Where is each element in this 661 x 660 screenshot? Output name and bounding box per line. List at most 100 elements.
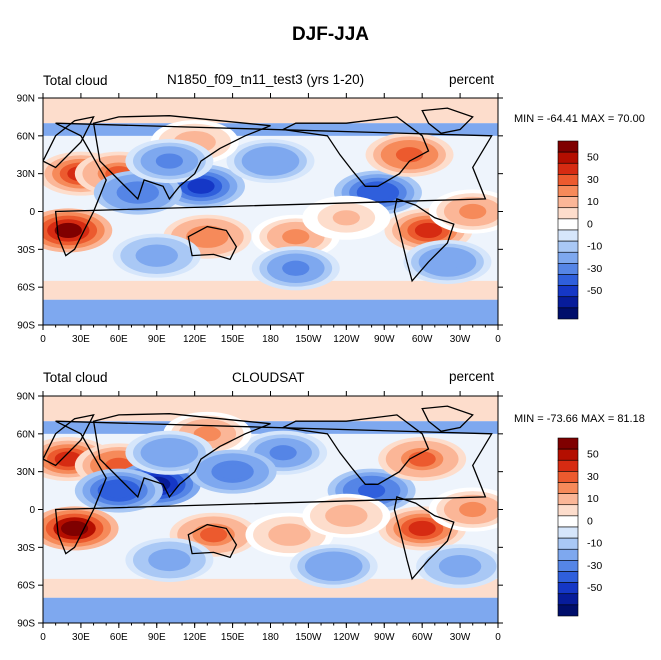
x-tick-label: 0 bbox=[40, 632, 46, 643]
x-tick-label: 60E bbox=[110, 632, 128, 643]
anomaly-cell bbox=[358, 482, 386, 499]
figure-title: DJF-JJA bbox=[291, 24, 370, 45]
colorbar-swatch bbox=[557, 229, 579, 242]
colorbar-swatch bbox=[557, 437, 579, 450]
panel1-center-label: N1850_f09_tn11_test3 (yrs 1-20) bbox=[167, 72, 365, 87]
coastline bbox=[43, 414, 95, 467]
y-tick-label: 0 bbox=[29, 505, 35, 516]
colorbar-label: -10 bbox=[587, 241, 602, 253]
colorbar-swatch bbox=[557, 448, 579, 461]
anomaly-cell bbox=[395, 147, 424, 163]
colorbar-swatch bbox=[557, 493, 579, 506]
colorbar-swatch bbox=[557, 582, 579, 595]
x-tick-label: 90W bbox=[374, 632, 395, 643]
panel1-minmax: MIN = -64.41 MAX = 70.00 bbox=[514, 113, 645, 125]
anomaly-cell bbox=[200, 527, 228, 543]
colorbar-swatch bbox=[557, 482, 579, 494]
coastline bbox=[43, 116, 95, 169]
x-tick-label: 180 bbox=[262, 632, 279, 643]
colorbar-swatch bbox=[557, 515, 579, 528]
colorbar-swatch bbox=[557, 185, 579, 197]
anomaly-cell bbox=[408, 451, 436, 467]
panel1-left-label: Total cloud bbox=[43, 73, 108, 88]
colorbar-swatch bbox=[557, 174, 579, 186]
y-tick-label: 30N bbox=[17, 169, 35, 180]
colorbar-swatch bbox=[557, 604, 579, 617]
map-panel-1: 0 30E 60E 90E 120E 150E 180 150W 120W 90W 60W 30W 09… bbox=[17, 93, 503, 345]
panel1-right-label: percent bbox=[449, 72, 495, 87]
colorbar-swatch bbox=[557, 504, 579, 517]
x-tick-label: 90W bbox=[374, 334, 395, 345]
x-tick-label: 30E bbox=[72, 632, 90, 643]
anomaly-cell bbox=[187, 178, 215, 194]
anomaly-cell bbox=[414, 222, 443, 239]
x-tick-label: 120E bbox=[183, 632, 207, 643]
coastline bbox=[280, 414, 430, 485]
colorbar-swatch bbox=[557, 151, 579, 164]
anomaly-cell bbox=[282, 260, 310, 276]
anomaly-cell bbox=[332, 508, 360, 524]
anomaly-cell bbox=[105, 482, 133, 499]
coastlines bbox=[43, 405, 493, 581]
x-tick-label: 150E bbox=[221, 334, 245, 345]
x-tick-label: 30W bbox=[450, 334, 471, 345]
anomaly-cell bbox=[193, 229, 221, 245]
anomaly-cell bbox=[364, 184, 392, 201]
panel2-right-label: percent bbox=[449, 369, 495, 384]
x-tick-label: 150W bbox=[295, 632, 322, 643]
coastlines bbox=[43, 107, 493, 283]
colorbar-swatch bbox=[557, 307, 579, 320]
colorbar-swatch bbox=[557, 251, 579, 264]
anomaly-cell bbox=[60, 520, 89, 537]
colorbar-swatch bbox=[557, 140, 579, 153]
anomaly-cell bbox=[256, 153, 285, 169]
anomaly-cell bbox=[446, 558, 474, 574]
panel2-minmax: MIN = -73.66 MAX = 81.18 bbox=[514, 413, 645, 425]
colorbar-swatch bbox=[557, 196, 579, 209]
y-tick-label: 90S bbox=[17, 619, 35, 630]
colorbar-swatch bbox=[557, 571, 579, 583]
y-tick-label: 60S bbox=[17, 283, 35, 294]
x-tick-label: 60W bbox=[412, 632, 433, 643]
coastline bbox=[421, 405, 474, 432]
panel2-left-label: Total cloud bbox=[43, 370, 108, 385]
latitude-band bbox=[43, 280, 498, 300]
colorbar-label: -50 bbox=[587, 582, 602, 594]
x-tick-label: 30W bbox=[450, 632, 471, 643]
x-tick-label: 0 bbox=[40, 334, 46, 345]
colorbar-swatch bbox=[557, 274, 579, 286]
x-tick-label: 150W bbox=[295, 334, 322, 345]
colorbar-label: -30 bbox=[587, 560, 602, 572]
latitude-band bbox=[43, 578, 498, 598]
coastline bbox=[187, 523, 238, 559]
x-tick-label: 90E bbox=[148, 632, 166, 643]
anomaly-cell bbox=[332, 210, 360, 226]
map-panel-2: 0 30E 60E 90E 120E 150E 180 150W 120W 90W 60W 30W 09… bbox=[17, 391, 503, 643]
colorbar-swatch bbox=[557, 207, 579, 220]
coastline bbox=[280, 116, 430, 187]
panel2-center-label: CLOUDSAT bbox=[232, 370, 305, 385]
colorbar-swatch bbox=[557, 218, 579, 231]
colorbar-swatch bbox=[557, 471, 579, 483]
colorbar-label: 30 bbox=[587, 174, 599, 186]
coastline bbox=[54, 420, 493, 555]
y-tick-label: 30S bbox=[17, 543, 35, 554]
x-tick-label: 60W bbox=[412, 334, 433, 345]
colorbar-swatch bbox=[557, 285, 579, 298]
anomaly-cell bbox=[54, 451, 82, 467]
x-tick-label: 120E bbox=[183, 334, 207, 345]
colorbar-swatch bbox=[557, 162, 579, 175]
y-tick-label: 60S bbox=[17, 581, 35, 592]
anomaly-cell bbox=[269, 445, 297, 461]
colorbar-swatch bbox=[557, 548, 579, 561]
x-tick-label: 120W bbox=[333, 632, 360, 643]
colorbar-label: 10 bbox=[587, 196, 599, 208]
colorbar-label: 30 bbox=[587, 471, 599, 483]
x-tick-label: 90E bbox=[148, 334, 166, 345]
colorbar-label: 0 bbox=[587, 218, 593, 230]
y-tick-label: 90S bbox=[17, 321, 35, 332]
y-tick-label: 90N bbox=[17, 392, 35, 403]
anomaly-cell bbox=[320, 558, 348, 574]
y-tick-label: 30N bbox=[17, 467, 35, 478]
